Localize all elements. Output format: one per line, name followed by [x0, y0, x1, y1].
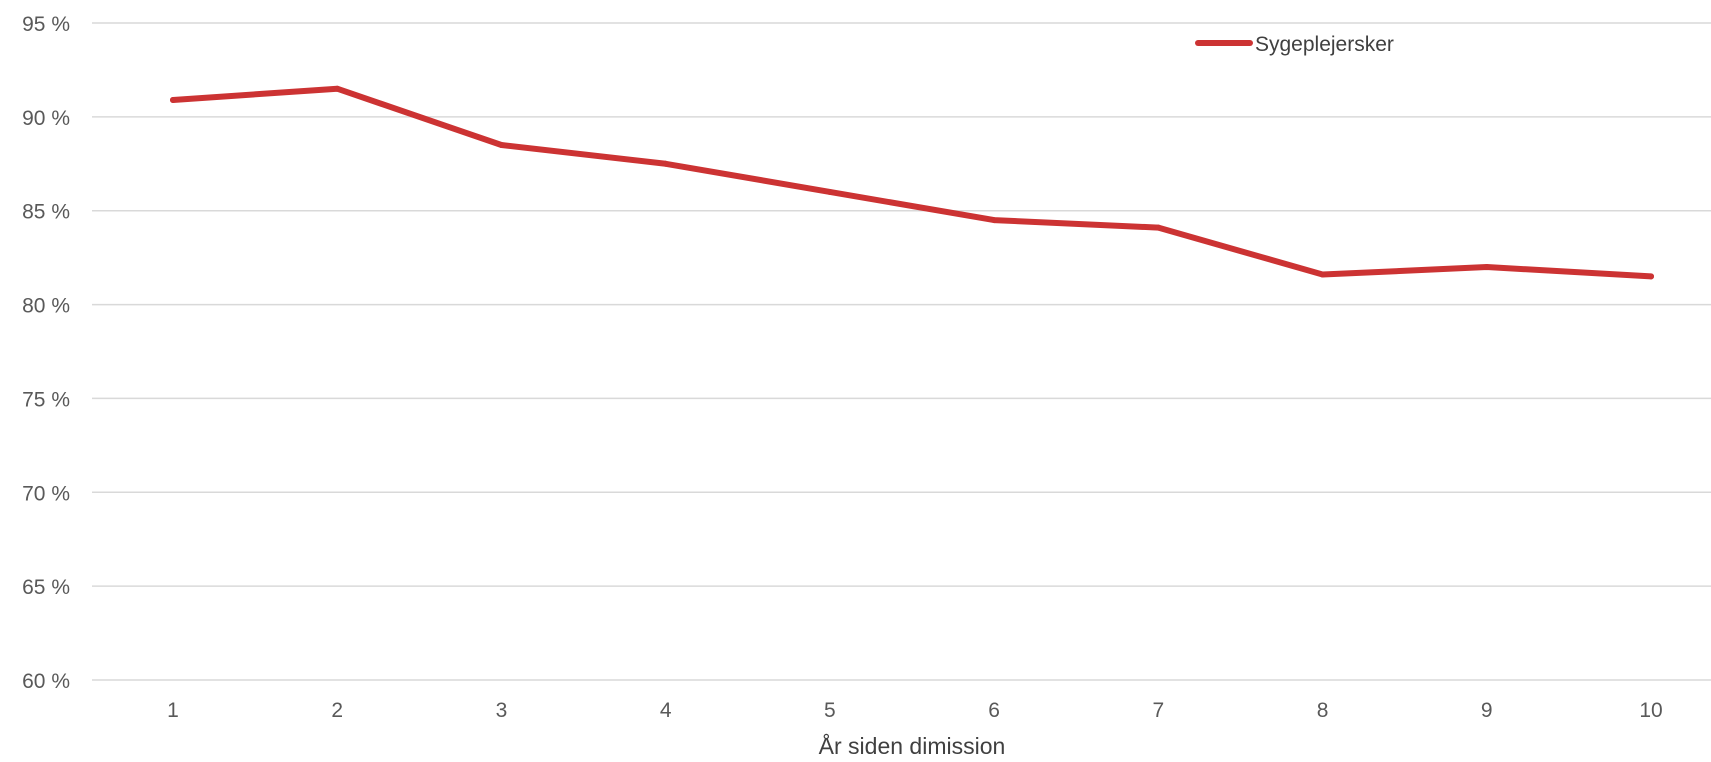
data-point [334, 85, 341, 92]
x-tick-label: 6 [988, 699, 1000, 722]
y-tick-label: 65 % [22, 576, 70, 599]
data-point [991, 217, 998, 224]
legend: Sygeplejersker [1195, 33, 1394, 56]
y-tick-label: 60 % [22, 670, 70, 693]
x-tick-label: 2 [331, 699, 343, 722]
x-axis-title: År siden dimission [819, 732, 1006, 757]
y-tick-label: 85 % [22, 201, 70, 224]
x-tick-label: 5 [824, 699, 836, 722]
x-tick-label: 10 [1639, 699, 1662, 722]
y-tick-label: 70 % [22, 482, 70, 505]
data-point [170, 96, 176, 103]
data-point [662, 160, 669, 167]
data-point [498, 142, 505, 149]
x-tick-label: 4 [660, 699, 672, 722]
data-point [1155, 224, 1162, 231]
series-line [170, 85, 1654, 280]
data-point [1483, 264, 1490, 271]
y-axis-ticks: 60 % 65 % 70 % 75 % 80 % 85 % 90 % 95 % [22, 13, 70, 693]
y-tick-label: 95 % [22, 13, 70, 36]
x-tick-label: 7 [1152, 699, 1164, 722]
y-tick-label: 80 % [22, 295, 70, 318]
series-lines [170, 85, 1654, 280]
x-tick-label: 8 [1317, 699, 1329, 722]
data-point [1648, 273, 1654, 280]
y-tick-label: 90 % [22, 107, 70, 130]
gridlines [92, 22, 1711, 681]
x-tick-label: 3 [496, 699, 508, 722]
x-axis-ticks: 1 2 3 4 5 6 7 8 9 10 [167, 699, 1663, 722]
data-point [1319, 271, 1326, 278]
x-tick-label: 1 [167, 699, 179, 722]
y-tick-label: 75 % [22, 388, 70, 411]
x-tick-label: 9 [1481, 699, 1493, 722]
legend-label: Sygeplejersker [1255, 33, 1394, 56]
data-point [826, 188, 833, 195]
